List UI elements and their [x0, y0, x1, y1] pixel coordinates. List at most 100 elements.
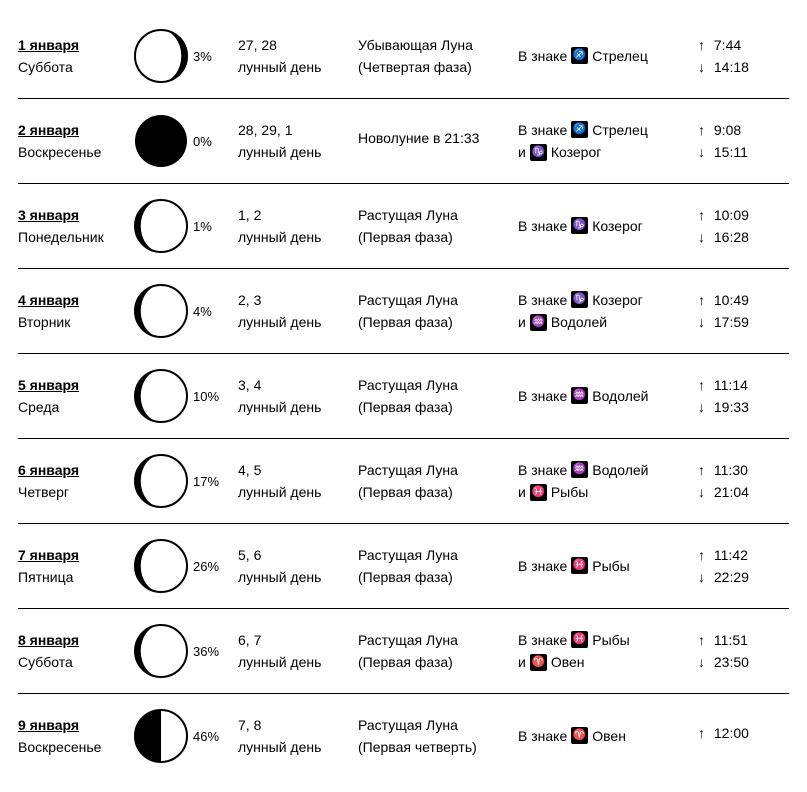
- zodiac-column: В знаке ♈ Овен: [518, 725, 698, 747]
- moonset-time: ↓ 22:29: [698, 569, 773, 585]
- lunar-day-column: 28, 29, 1 лунный день: [238, 122, 358, 160]
- times-column: ↑ 9:08 ↓ 15:11: [698, 122, 773, 160]
- lunar-day-numbers: 4, 5: [238, 462, 358, 478]
- zodiac-name: Рыбы: [592, 555, 629, 577]
- phase-subtitle: (Первая четверть): [358, 739, 518, 755]
- lunar-day-label: лунный день: [238, 59, 358, 75]
- zodiac-icon: ♒: [571, 387, 588, 404]
- date-link[interactable]: 5 января: [18, 377, 133, 393]
- date-link[interactable]: 3 января: [18, 207, 133, 223]
- zodiac-icon: ♈: [571, 727, 588, 744]
- phase-name: Растущая Луна: [358, 207, 518, 223]
- and-label: и: [518, 481, 526, 503]
- calendar-row: 5 января Среда 10% 3, 4 лунный день Раст…: [18, 354, 789, 439]
- lunar-day-label: лунный день: [238, 314, 358, 330]
- phase-subtitle: (Четвертая фаза): [358, 59, 518, 75]
- moon-phase-icon: [133, 538, 189, 594]
- times-column: ↑ 10:49 ↓ 17:59: [698, 292, 773, 330]
- in-sign-label: В знаке: [518, 555, 567, 577]
- phase-name: Растущая Луна: [358, 462, 518, 478]
- in-sign-label: В знаке: [518, 289, 567, 311]
- lunar-day-numbers: 28, 29, 1: [238, 122, 358, 138]
- lunar-day-label: лунный день: [238, 484, 358, 500]
- phase-column: Растущая Луна (Первая фаза): [358, 547, 518, 585]
- moon-column: 4%: [133, 283, 238, 339]
- date-column: 6 января Четверг: [18, 462, 133, 500]
- zodiac-sign-line: и ♈ Овен: [518, 651, 698, 673]
- zodiac-icon: ♓: [530, 484, 547, 501]
- in-sign-label: В знаке: [518, 119, 567, 141]
- phase-column: Новолуние в 21:33: [358, 130, 518, 152]
- in-sign-label: В знаке: [518, 385, 567, 407]
- moonset-time: ↓ 16:28: [698, 229, 773, 245]
- moonset-time: ↓ 14:18: [698, 59, 773, 75]
- date-link[interactable]: 6 января: [18, 462, 133, 478]
- moonrise-time: ↑ 11:42: [698, 547, 773, 563]
- phase-subtitle: (Первая фаза): [358, 229, 518, 245]
- date-link[interactable]: 2 января: [18, 122, 133, 138]
- date-link[interactable]: 1 января: [18, 37, 133, 53]
- calendar-row: 2 января Воскресенье 0% 28, 29, 1 лунный…: [18, 99, 789, 184]
- calendar-row: 1 января Суббота 3% 27, 28 лунный день У…: [18, 14, 789, 99]
- zodiac-icon: ♒: [530, 314, 547, 331]
- in-sign-label: В знаке: [518, 215, 567, 237]
- and-label: и: [518, 141, 526, 163]
- phase-column: Растущая Луна (Первая фаза): [358, 207, 518, 245]
- moonrise-time: ↑ 9:08: [698, 122, 773, 138]
- lunar-day-numbers: 6, 7: [238, 632, 358, 648]
- weekday-label: Среда: [18, 399, 133, 415]
- date-link[interactable]: 7 января: [18, 547, 133, 563]
- phase-column: Растущая Луна (Первая фаза): [358, 632, 518, 670]
- weekday-label: Пятница: [18, 569, 133, 585]
- times-column: ↑ 12:00: [698, 725, 773, 747]
- zodiac-icon: ♒: [571, 461, 588, 478]
- moon-phase-icon: [133, 283, 189, 339]
- date-column: 5 января Среда: [18, 377, 133, 415]
- date-column: 4 января Вторник: [18, 292, 133, 330]
- phase-name: Растущая Луна: [358, 632, 518, 648]
- weekday-label: Воскресенье: [18, 144, 133, 160]
- zodiac-sign-line: В знаке ♒ Водолей: [518, 385, 698, 407]
- moon-column: 46%: [133, 708, 238, 764]
- times-column: ↑ 7:44 ↓ 14:18: [698, 37, 773, 75]
- date-link[interactable]: 8 января: [18, 632, 133, 648]
- zodiac-sign-line: В знаке ♓ Рыбы: [518, 629, 698, 651]
- moon-column: 1%: [133, 198, 238, 254]
- in-sign-label: В знаке: [518, 459, 567, 481]
- illumination-percent: 0%: [193, 134, 212, 149]
- phase-column: Растущая Луна (Первая четверть): [358, 717, 518, 755]
- date-link[interactable]: 4 января: [18, 292, 133, 308]
- moonrise-time: ↑ 11:51: [698, 632, 773, 648]
- weekday-label: Воскресенье: [18, 739, 133, 755]
- moon-column: 36%: [133, 623, 238, 679]
- phase-name: Растущая Луна: [358, 377, 518, 393]
- phase-column: Убывающая Луна (Четвертая фаза): [358, 37, 518, 75]
- calendar-row: 4 января Вторник 4% 2, 3 лунный день Рас…: [18, 269, 789, 354]
- lunar-day-column: 1, 2 лунный день: [238, 207, 358, 245]
- lunar-day-numbers: 7, 8: [238, 717, 358, 733]
- weekday-label: Четверг: [18, 484, 133, 500]
- date-column: 1 января Суббота: [18, 37, 133, 75]
- phase-name: Растущая Луна: [358, 547, 518, 563]
- date-link[interactable]: 9 января: [18, 717, 133, 733]
- phase-subtitle: (Первая фаза): [358, 484, 518, 500]
- zodiac-name: Козерог: [551, 141, 602, 163]
- date-column: 9 января Воскресенье: [18, 717, 133, 755]
- zodiac-name: Козерог: [592, 215, 643, 237]
- zodiac-name: Овен: [592, 725, 626, 747]
- moonrise-time: ↑ 10:09: [698, 207, 773, 223]
- date-column: 2 января Воскресенье: [18, 122, 133, 160]
- phase-column: Растущая Луна (Первая фаза): [358, 462, 518, 500]
- zodiac-name: Водолей: [551, 311, 607, 333]
- phase-subtitle: (Первая фаза): [358, 314, 518, 330]
- zodiac-name: Рыбы: [592, 629, 629, 651]
- moonrise-time: ↑ 11:30: [698, 462, 773, 478]
- lunar-day-numbers: 2, 3: [238, 292, 358, 308]
- weekday-label: Вторник: [18, 314, 133, 330]
- zodiac-sign-line: В знаке ♓ Рыбы: [518, 555, 698, 577]
- illumination-percent: 46%: [193, 729, 219, 744]
- moonset-time: ↓ 21:04: [698, 484, 773, 500]
- zodiac-column: В знаке ♑ Козерог и ♒ Водолей: [518, 289, 698, 334]
- moon-phase-icon: [133, 623, 189, 679]
- zodiac-column: В знаке ♐ Стрелец и ♑ Козерог: [518, 119, 698, 164]
